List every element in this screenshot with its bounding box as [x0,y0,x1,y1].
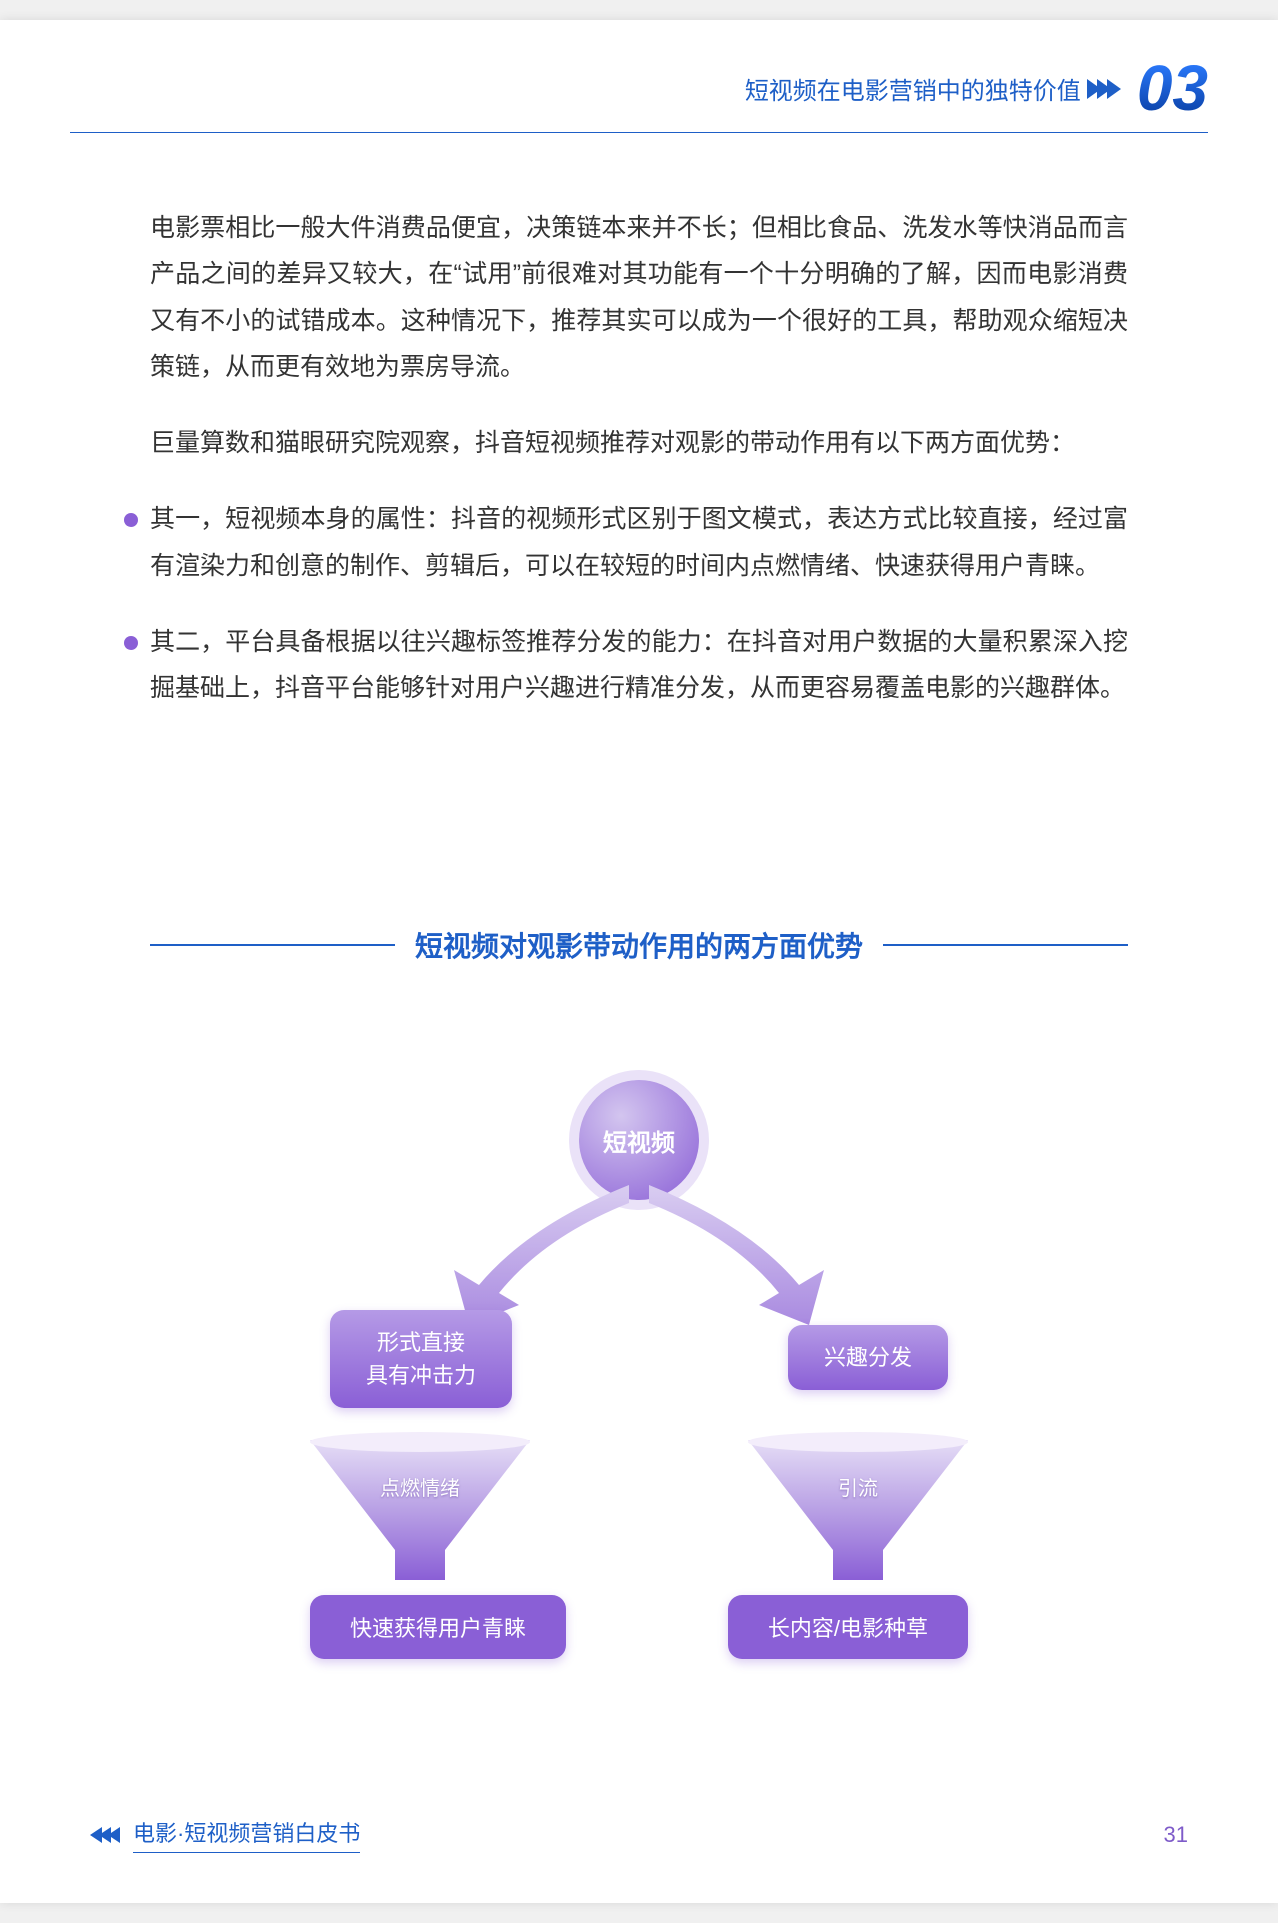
page-footer: 电影·短视频营销白皮书 31 [90,1816,1188,1853]
bullet-dot-icon [124,513,138,527]
bullet-item: 其二，平台具备根据以往兴趣标签推荐分发的能力：在抖音对用户数据的大量积累深入挖掘… [150,619,1128,712]
bullet-item: 其一，短视频本身的属性：抖音的视频形式区别于图文模式，表达方式比较直接，经过富有… [150,496,1128,589]
root-label: 短视频 [603,1123,675,1158]
title-line-left [150,944,395,946]
mid-node-right: 兴趣分发 [788,1325,948,1390]
header-arrows-icon [1091,79,1121,99]
mid-label-left: 形式直接 具有冲击力 [366,1330,476,1388]
header-divider [70,132,1208,133]
paragraph: 巨量算数和猫眼研究院观察，抖音短视频推荐对观影的带动作用有以下两方面优势： [150,420,1128,466]
paragraph: 电影票相比一般大件消费品便宜，决策链本来并不长；但相比食品、洗发水等快消品而言产… [150,205,1128,390]
funnel-label-left: 点燃情绪 [300,1472,540,1501]
page: 短视频在电影营销中的独特价值 03 电影票相比一般大件消费品便宜，决策链本来并不… [0,20,1278,1903]
funnel-right: 引流 [738,1430,978,1580]
mid-node-left: 形式直接 具有冲击力 [330,1310,512,1408]
funnel-left: 点燃情绪 [300,1430,540,1580]
footer-arrows-icon [90,1827,117,1843]
bullet-text: 其二，平台具备根据以往兴趣标签推荐分发的能力：在抖音对用户数据的大量积累深入挖掘… [150,619,1128,712]
bottom-label-right: 长内容/电影种草 [768,1616,928,1641]
section-title: 短视频对观影带动作用的两方面优势 [415,925,863,965]
body-text: 电影票相比一般大件消费品便宜，决策链本来并不长；但相比食品、洗发水等快消品而言产… [150,205,1128,741]
section-title-row: 短视频对观影带动作用的两方面优势 [150,925,1128,965]
bottom-label-left: 快速获得用户青睐 [350,1616,526,1641]
bottom-node-left: 快速获得用户青睐 [310,1595,566,1659]
footer-left: 电影·短视频营销白皮书 [90,1816,360,1853]
header-title: 短视频在电影营销中的独特价值 [745,71,1081,106]
branch-arrows-icon [359,1175,919,1325]
section-number: 03 [1137,60,1208,118]
title-line-right [883,944,1128,946]
page-header: 短视频在电影营销中的独特价值 03 [0,60,1278,118]
diagram: 短视频 形式直接 具有冲击力 兴趣分发 [0,1040,1278,1670]
bullet-dot-icon [124,636,138,650]
page-number: 31 [1164,1822,1188,1848]
bullet-text: 其一，短视频本身的属性：抖音的视频形式区别于图文模式，表达方式比较直接，经过富有… [150,496,1128,589]
funnel-label-right: 引流 [738,1472,978,1501]
footer-doc-title: 电影·短视频营销白皮书 [133,1816,360,1853]
bottom-node-right: 长内容/电影种草 [728,1595,968,1659]
mid-label-right: 兴趣分发 [824,1345,912,1370]
